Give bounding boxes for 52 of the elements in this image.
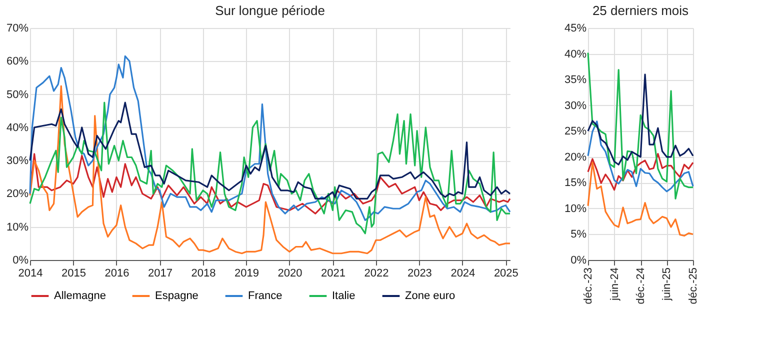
y-tick-label: 30% [6,155,29,168]
y-tick-label: 50% [6,88,29,101]
x-tick-label: juin-25 [661,268,674,302]
line-series [587,120,694,192]
x-tick-label: 2021 [320,268,346,280]
x-tick-label: déc.-23 [582,268,594,304]
x-tick-label: 2015 [62,268,86,280]
x-tick-label: 2016 [104,268,130,280]
line-series [29,102,511,234]
y-tick-label: 10% [6,221,29,234]
legend-label: Italie [332,290,356,302]
line-series [587,52,694,200]
y-tick-label: 10% [564,202,587,215]
legend-label: Espagne [155,290,198,302]
line-series [29,55,511,222]
x-tick-label: 2020 [278,268,302,280]
y-tick-label: 5% [570,228,587,241]
y-tick-label: 25% [564,126,587,138]
y-tick-label: 20% [564,151,587,164]
x-tick-label: 2018 [191,268,216,280]
y-tick-label: 70% [6,22,29,34]
legend-label: Allemagne [54,290,106,302]
y-tick-label: 60% [6,56,29,68]
line-series [29,85,511,254]
x-tick-label: 2022 [364,268,389,280]
x-tick-label: déc.-24 [635,268,648,304]
chart-title: Sur longue période [215,3,325,18]
y-tick-label: 45% [564,22,587,34]
line-series [29,153,511,214]
x-tick-label: 2014 [18,268,43,280]
x-tick-label: juin-24 [608,268,621,302]
y-tick-label: 0% [12,254,29,266]
line-series [587,74,694,166]
y-tick-label: 40% [564,48,587,60]
x-tick-label: 2019 [234,268,259,280]
line-series [587,162,694,237]
y-tick-label: 35% [564,74,587,86]
legend-label: Zone euro [405,290,456,302]
y-tick-label: 40% [6,122,29,134]
line-series [587,152,694,191]
x-tick-label: déc.-25 [688,268,700,304]
y-tick-label: 20% [6,188,29,200]
legend-label: France [248,290,282,302]
line-series [29,102,511,200]
y-tick-label: 30% [564,100,587,112]
x-tick-label: 2017 [148,268,172,280]
chart-title: 25 derniers mois [592,3,690,18]
y-tick-label: 0% [570,254,587,266]
x-tick-label: 2023 [407,268,432,280]
x-tick-label: 2024 [450,268,476,280]
y-tick-label: 15% [564,177,587,190]
x-tick-label: 2025 [494,268,518,280]
